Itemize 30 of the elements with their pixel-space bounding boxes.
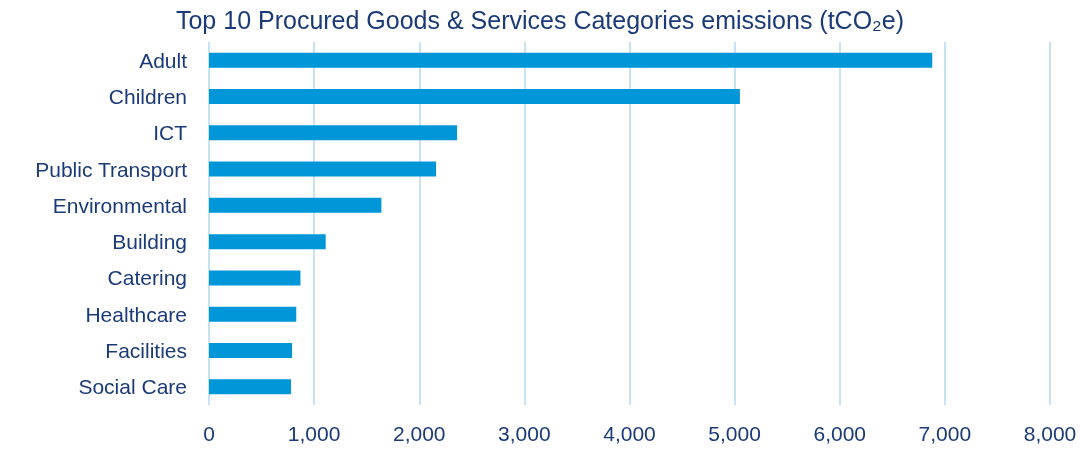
bar — [209, 88, 740, 104]
bar — [209, 161, 437, 177]
chart-title: Top 10 Procured Goods & Services Categories emissions (tCO₂e) — [175, 5, 905, 34]
x-tick-label: 7,000 — [918, 422, 972, 445]
y-tick-label: ICT — [153, 121, 188, 145]
x-tick-label: 5,000 — [708, 422, 761, 445]
x-tick-label: 3,000 — [498, 422, 551, 445]
bar — [209, 270, 301, 286]
bar — [209, 343, 293, 359]
x-tick-label: 8,000 — [1023, 422, 1077, 445]
y-tick-label: Adult — [139, 48, 188, 72]
y-tick-label: Children — [108, 84, 187, 108]
y-tick-label: Environmental — [52, 193, 187, 217]
x-tick-label: 2,000 — [392, 422, 446, 445]
y-tick-label: Facilities — [105, 339, 187, 363]
x-tick-label: 4,000 — [603, 422, 656, 445]
bar — [209, 125, 458, 141]
y-tick-label: Healthcare — [85, 302, 187, 326]
bar — [209, 306, 297, 322]
x-tick-label: 6,000 — [813, 422, 867, 445]
x-tick-label: 1,000 — [287, 422, 341, 445]
bar — [209, 234, 326, 250]
y-tick-label: Social Care — [78, 375, 187, 399]
y-tick-label: Public Transport — [35, 157, 188, 181]
bar — [209, 52, 933, 68]
x-tick-label: 0 — [203, 422, 215, 445]
bar — [209, 197, 382, 213]
y-tick-label: Catering — [107, 266, 187, 290]
y-tick-label: Building — [112, 230, 187, 254]
bar — [209, 379, 291, 395]
